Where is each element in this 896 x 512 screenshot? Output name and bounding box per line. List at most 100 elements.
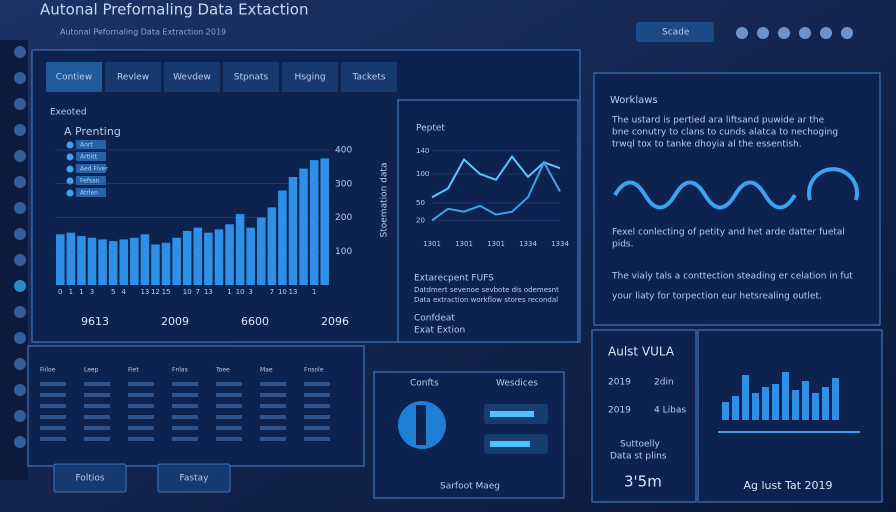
- tab[interactable]: [46, 62, 102, 92]
- bar: [832, 378, 839, 420]
- sidebar-icon[interactable]: [14, 228, 26, 240]
- sidebar-icon[interactable]: [14, 124, 26, 136]
- table-cell: [84, 415, 110, 419]
- y-tick-label: 100: [335, 247, 352, 257]
- x-tick-label: 10: [236, 288, 245, 296]
- x-tick-label: 1: [69, 288, 73, 296]
- bar: [130, 237, 139, 285]
- x-tick-label: 1: [312, 288, 316, 296]
- sidebar-icon[interactable]: [14, 358, 26, 370]
- sidebar-icon[interactable]: [14, 202, 26, 214]
- stats-title: Aulst VULA: [608, 345, 675, 359]
- sidebar-icon[interactable]: [14, 436, 26, 448]
- button[interactable]: [157, 463, 231, 493]
- sidebar-icon[interactable]: [14, 46, 26, 58]
- x-tick-label: 1301: [487, 240, 505, 248]
- table-cell: [216, 393, 242, 397]
- x-tick-label: 13: [204, 288, 213, 296]
- x-tick-label: 13: [289, 288, 298, 296]
- tab[interactable]: [105, 62, 161, 92]
- table-cell: [172, 437, 198, 441]
- right-text: The ustard is pertied ara liftsand puwid…: [611, 116, 825, 126]
- stats-label: Data st plins: [610, 452, 667, 462]
- tab[interactable]: [282, 62, 338, 92]
- x-tick-label: 1334: [551, 240, 569, 248]
- table-cell: [216, 426, 242, 430]
- sidebar-icon[interactable]: [14, 306, 26, 318]
- sidebar-icon[interactable]: [14, 98, 26, 110]
- line-title: Peptet: [416, 124, 445, 134]
- legend-label: Fefsan: [80, 178, 100, 185]
- section-subtitle: A Prenting: [64, 125, 121, 138]
- tab-label: Wevdew: [173, 73, 211, 83]
- top-icon[interactable]: [778, 27, 790, 39]
- top-icon[interactable]: [841, 27, 853, 39]
- table-cell: [84, 393, 110, 397]
- sidebar-icon[interactable]: [14, 150, 26, 162]
- x-tick-label: 1: [227, 288, 231, 296]
- subtitle: Autonal Pefornaling Data Extraction 2019: [60, 28, 226, 37]
- table-cell: [40, 437, 66, 441]
- section-title: Exeoted: [50, 108, 87, 118]
- bar: [299, 168, 308, 285]
- top-icon[interactable]: [820, 27, 832, 39]
- tab[interactable]: [223, 62, 279, 92]
- top-icon[interactable]: [757, 27, 769, 39]
- table-cell: [172, 415, 198, 419]
- sidebar-icon[interactable]: [14, 254, 26, 266]
- tab-label: Hsging: [294, 73, 325, 83]
- top-icon[interactable]: [736, 27, 748, 39]
- tab[interactable]: [341, 62, 397, 92]
- y-tick-label: 400: [335, 146, 352, 156]
- sidebar-icon[interactable]: [14, 410, 26, 422]
- legend-label: Artlitt: [80, 154, 98, 161]
- sidebar-icon[interactable]: [14, 280, 26, 292]
- bar: [320, 158, 329, 285]
- y-tick-label: 140: [416, 147, 429, 155]
- table-cell: [172, 382, 198, 386]
- bar: [742, 375, 749, 420]
- legend-dot: [66, 189, 74, 197]
- x-tick-label: 4: [122, 288, 127, 296]
- right-text: The vialy tals a conttection steading er…: [611, 272, 853, 282]
- table-cell: [216, 382, 242, 386]
- bar: [309, 160, 319, 285]
- table-cell: [84, 426, 110, 430]
- button[interactable]: [53, 463, 127, 493]
- bar: [87, 237, 97, 285]
- bar: [267, 207, 277, 285]
- sidebar-icon[interactable]: [14, 332, 26, 344]
- sidebar-icon[interactable]: [14, 72, 26, 84]
- legend-dot: [66, 153, 74, 161]
- right-text: bne conutry to clans to cunds alatca to …: [612, 128, 838, 138]
- table-cell: [128, 404, 154, 408]
- bar: [225, 224, 234, 285]
- stats-value: 3'5m: [624, 473, 662, 491]
- bar: [732, 396, 739, 420]
- top-icon[interactable]: [799, 27, 811, 39]
- line-heading: Extarecpent FUFS: [414, 274, 494, 284]
- donut-gap: [416, 405, 426, 445]
- bar: [822, 387, 829, 420]
- x-tick-label: 7: [270, 288, 274, 296]
- sidebar-icon[interactable]: [14, 384, 26, 396]
- progress-1-fill: [490, 411, 534, 417]
- header-button[interactable]: [636, 22, 714, 42]
- sidebar-icon[interactable]: [14, 176, 26, 188]
- x-tick-label: 10: [183, 288, 192, 296]
- bar: [812, 393, 819, 420]
- bar: [214, 229, 224, 285]
- waveform: [613, 180, 797, 210]
- tab[interactable]: [164, 62, 220, 92]
- bar: [119, 239, 129, 285]
- table-cell: [128, 426, 154, 430]
- table-header: Leep: [84, 367, 99, 374]
- table-cell: [304, 426, 330, 430]
- table-cell: [128, 382, 154, 386]
- bar: [140, 234, 150, 285]
- table-cell: [172, 404, 198, 408]
- x-tick-label: 3: [248, 288, 252, 296]
- bar: [246, 227, 255, 285]
- x-tick-label: 13: [140, 288, 149, 296]
- table-cell: [304, 415, 330, 419]
